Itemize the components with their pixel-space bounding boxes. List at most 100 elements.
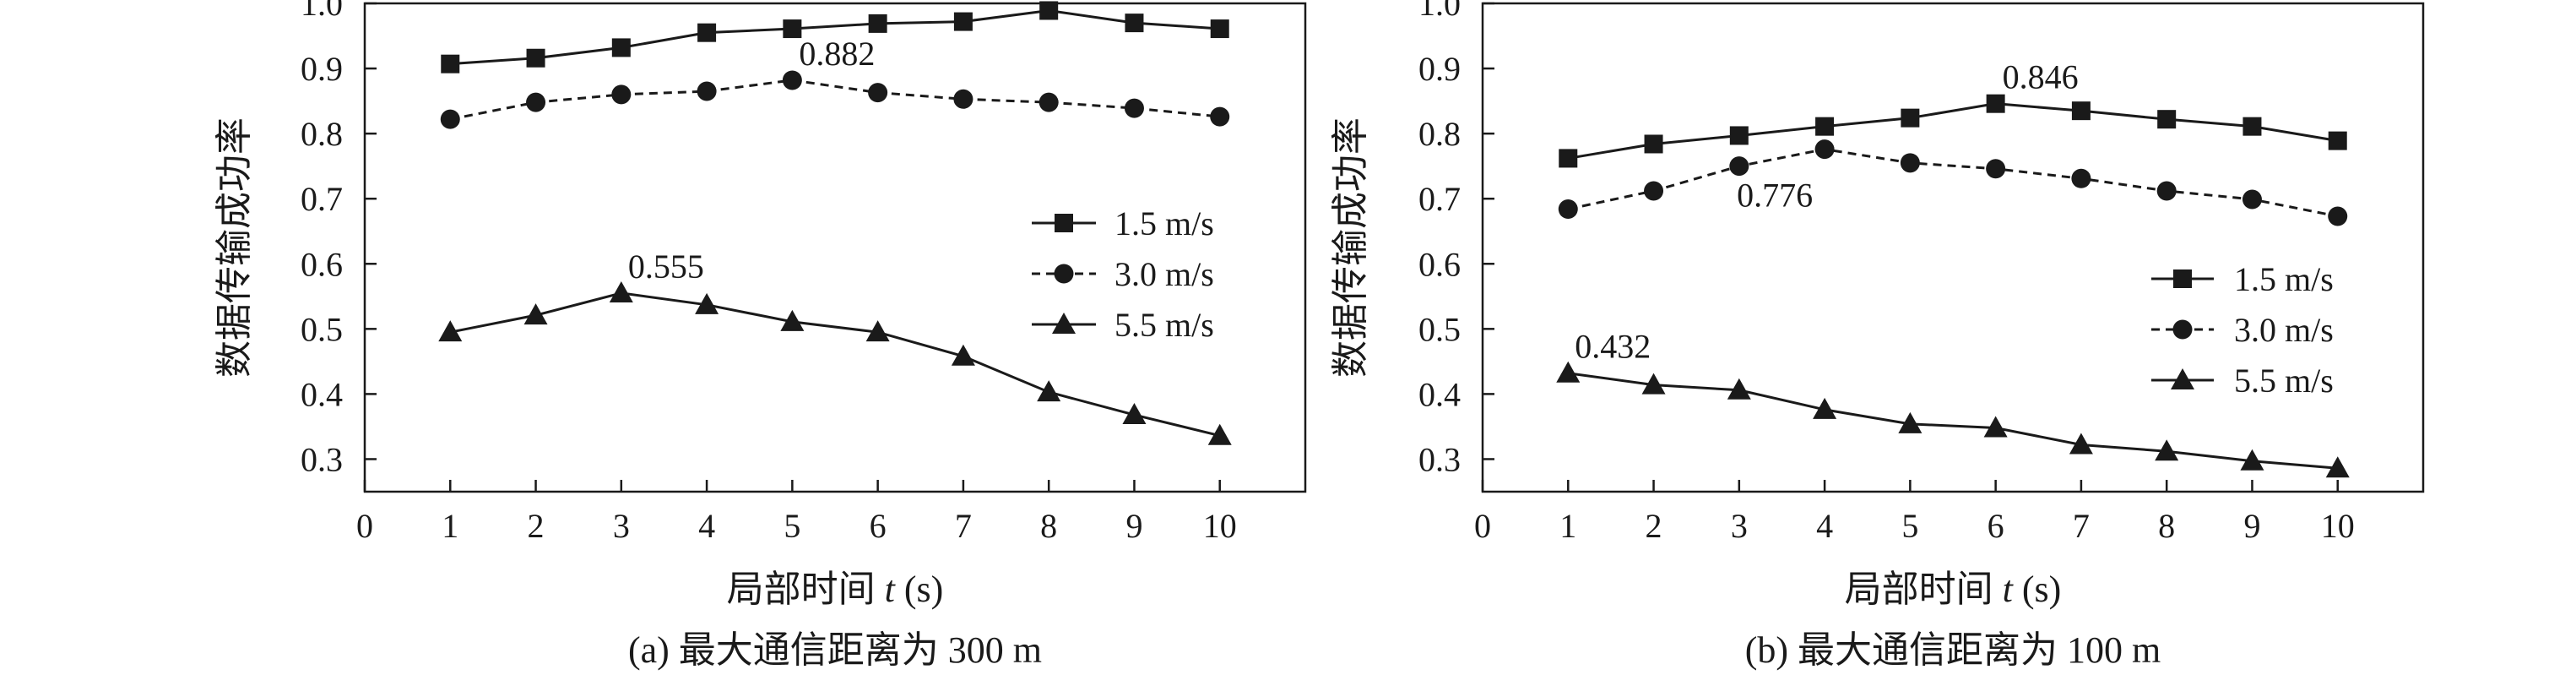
y-tick-label: 0.7	[1418, 180, 1461, 218]
legend: 1.5 m/s 3.0 m/s 5.5 m/s	[1032, 204, 1214, 344]
data-point	[438, 320, 463, 342]
x-axis-label-var: t	[2003, 569, 2015, 610]
y-tick-label: 0.9	[301, 50, 343, 88]
data-point	[2325, 456, 2350, 478]
data-point	[953, 12, 973, 31]
legend-label: 3.0 m/s	[1114, 255, 1214, 293]
y-tick-label: 0.5	[301, 310, 343, 348]
x-axis-label: 局部时间 t (s)	[1845, 569, 2062, 610]
x-axis-label: 局部时间 t (s)	[727, 569, 944, 610]
x-axis-label-text: 局部时间	[727, 569, 885, 610]
data-point	[526, 92, 546, 112]
data-point	[1556, 361, 1581, 383]
data-point	[695, 292, 719, 314]
data-point	[1207, 423, 1232, 445]
data-point	[2242, 189, 2262, 210]
data-point	[1039, 1, 1059, 20]
data-point	[1986, 159, 2006, 179]
data-point	[441, 54, 460, 73]
y-tick-label: 0.6	[1418, 245, 1461, 283]
data-point	[1558, 199, 1578, 220]
legend-marker	[2173, 269, 2192, 288]
data-point	[611, 84, 632, 105]
y-axis-label: 数据传输成功率	[214, 117, 255, 378]
data-point	[868, 83, 888, 103]
data-point	[523, 303, 548, 325]
data-point	[2155, 439, 2179, 461]
legend-marker	[1054, 264, 1074, 284]
data-point	[2071, 168, 2091, 188]
data-point	[1898, 411, 1923, 433]
data-label: 0.432	[1575, 328, 1651, 366]
x-tick-label: 4	[698, 507, 715, 545]
x-tick-label: 8	[1040, 507, 1057, 545]
data-point	[1125, 14, 1144, 33]
x-axis-label-unit: (s)	[895, 569, 943, 610]
series-line-3	[1568, 372, 2338, 470]
y-tick-label: 1.0	[1418, 0, 1461, 23]
data-label: 0.846	[2003, 58, 2079, 96]
data-point	[1210, 106, 1230, 127]
y-tick-label: 0.9	[1418, 50, 1461, 88]
y-tick-label: 0.4	[301, 375, 343, 413]
data-point	[1210, 19, 1229, 39]
data-point	[1644, 134, 1663, 154]
data-point	[782, 70, 802, 90]
data-point	[2069, 433, 2093, 455]
x-tick-label: 9	[1125, 507, 1142, 545]
y-tick-label: 0.7	[301, 180, 343, 218]
data-point	[1037, 380, 1061, 402]
y-tick-label: 0.3	[1418, 440, 1461, 478]
y-tick-label: 1.0	[301, 0, 343, 23]
x-axis-label-var: t	[885, 569, 897, 610]
x-tick-label: 1	[1559, 507, 1576, 545]
data-point	[868, 14, 887, 33]
x-tick-label: 3	[1731, 507, 1748, 545]
x-tick-label: 4	[1816, 507, 1833, 545]
y-tick-label: 0.6	[301, 245, 343, 283]
data-label: 0.776	[1737, 177, 1813, 215]
x-tick-label: 9	[2243, 507, 2260, 545]
data-point	[2240, 449, 2264, 471]
x-tick-label: 10	[1203, 507, 1237, 545]
x-tick-label: 1	[442, 507, 458, 545]
series-line-1	[450, 8, 1220, 66]
legend-label: 5.5 m/s	[1114, 306, 1214, 344]
data-point	[1727, 378, 1751, 400]
data-point	[2328, 206, 2348, 226]
data-point	[953, 89, 973, 109]
y-tick-label: 0.5	[1418, 310, 1461, 348]
legend-marker	[1052, 313, 1076, 334]
data-point	[1644, 181, 1664, 201]
data-point	[783, 19, 802, 39]
data-point	[1641, 373, 1666, 395]
x-tick-label: 7	[2073, 507, 2090, 545]
y-tick-label: 0.3	[301, 440, 343, 478]
data-point	[2071, 101, 2091, 121]
plot-frame	[1481, 2, 2425, 493]
x-tick-label: 2	[1646, 507, 1662, 545]
legend-label: 5.5 m/s	[2234, 362, 2334, 400]
data-point	[1814, 139, 1835, 160]
series-line-3	[449, 291, 1221, 438]
legend-marker	[2171, 368, 2194, 389]
data-point	[611, 38, 631, 57]
series-line-1	[1568, 102, 2338, 160]
x-tick-label: 10	[2321, 507, 2355, 545]
data-point	[1900, 153, 1920, 173]
data-point	[1815, 117, 1835, 136]
data-point	[2157, 110, 2177, 129]
data-point	[1039, 92, 1059, 112]
data-point	[2328, 131, 2347, 150]
legend-label: 1.5 m/s	[2234, 260, 2334, 298]
chart-panel-a: 0.3 0.4 0.5 0.6 0.7 0.8 0.9 1.0 0 1 2 3 4 5 6 7 8 9 10 0.98…	[214, 0, 1307, 671]
data-point	[2156, 181, 2177, 201]
data-point	[1122, 403, 1147, 425]
data-point	[1124, 98, 1144, 118]
panel-caption: (b) 最大通信距离为 100 m	[1745, 629, 2161, 671]
data-point	[951, 344, 975, 366]
data-point	[1729, 126, 1749, 145]
series-line-2	[1567, 148, 2339, 218]
